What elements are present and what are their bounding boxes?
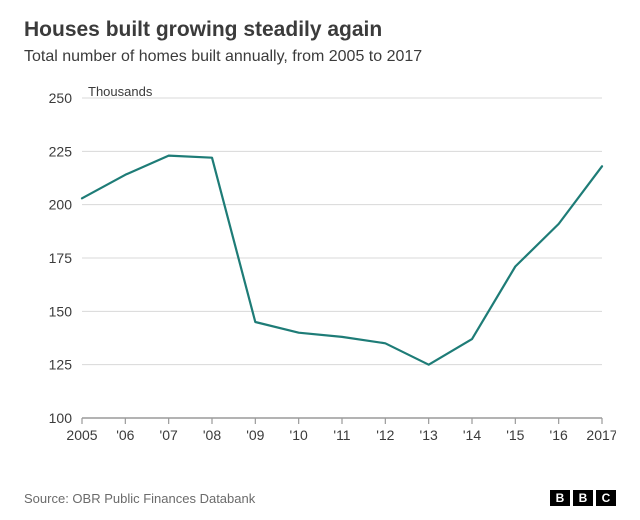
svg-text:2017: 2017 [586,427,616,443]
svg-text:Thousands: Thousands [88,84,153,99]
svg-text:100: 100 [49,410,73,426]
svg-text:'06: '06 [116,427,134,443]
chart-subtitle: Total number of homes built annually, fr… [24,48,616,66]
svg-text:'13: '13 [420,427,438,443]
svg-text:'08: '08 [203,427,221,443]
chart-area: 100 125 150 175 200 225 250 2005 '06 '07 '08 '09 '10… [24,78,616,458]
bbc-b1: B [550,490,570,506]
source-label: Source: OBR Public Finances Databank [24,491,255,506]
svg-text:250: 250 [49,90,73,106]
svg-text:'15: '15 [506,427,524,443]
svg-text:200: 200 [49,197,73,213]
svg-text:225: 225 [49,143,73,159]
chart-title: Houses built growing steadily again [24,18,616,42]
svg-text:125: 125 [49,357,73,373]
svg-text:175: 175 [49,250,73,266]
bbc-b2: B [573,490,593,506]
svg-text:'11: '11 [333,427,350,443]
svg-text:150: 150 [49,303,73,319]
bbc-logo: B B C [550,490,616,506]
svg-text:'09: '09 [246,427,264,443]
bbc-b3: C [596,490,616,506]
svg-text:'10: '10 [290,427,308,443]
svg-text:'12: '12 [376,427,394,443]
svg-text:'16: '16 [550,427,568,443]
svg-text:'14: '14 [463,427,481,443]
svg-text:2005: 2005 [66,427,97,443]
svg-text:'07: '07 [160,427,178,443]
line-chart: 100 125 150 175 200 225 250 2005 '06 '07 '08 '09 '10… [24,78,616,458]
